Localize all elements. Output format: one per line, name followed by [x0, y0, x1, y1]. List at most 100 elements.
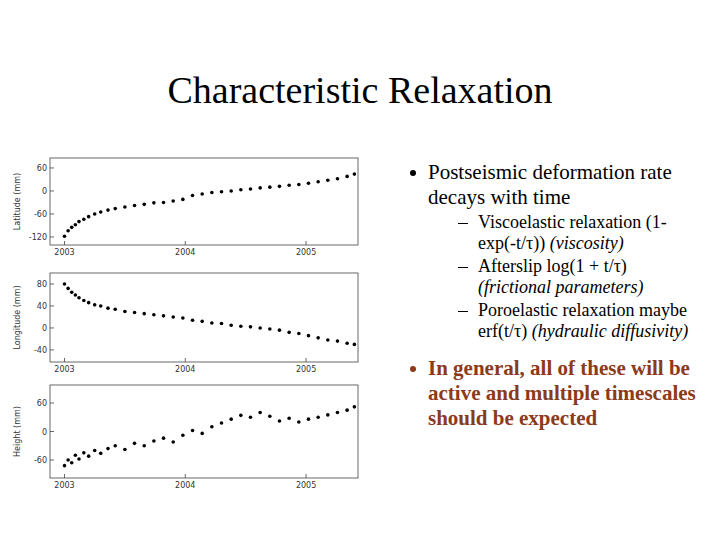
bullet: In general, all of these will be active … — [404, 356, 704, 431]
sub-bullet-dash — [458, 267, 468, 268]
point — [287, 416, 291, 420]
point — [229, 417, 233, 421]
point — [191, 318, 195, 322]
bullet-dot — [410, 170, 416, 176]
point — [171, 315, 175, 319]
charts: -120-60060200320042005Latitude (mm)-4004… — [0, 0, 720, 540]
point — [66, 287, 70, 291]
point — [249, 325, 253, 329]
point — [191, 429, 195, 433]
point — [142, 203, 146, 207]
point — [229, 189, 233, 193]
points — [63, 282, 356, 346]
point — [326, 413, 330, 417]
point — [307, 181, 311, 185]
x-tick-label: 2004 — [175, 365, 195, 374]
point — [297, 332, 301, 336]
point — [297, 420, 301, 424]
point — [353, 343, 357, 347]
point — [74, 223, 78, 227]
point — [200, 432, 204, 436]
point — [74, 453, 78, 457]
point — [82, 218, 86, 222]
x-tick-label: 2003 — [54, 248, 74, 257]
y-tick-label: 80 — [37, 280, 47, 289]
point — [316, 336, 320, 340]
point — [70, 461, 74, 465]
y-tick — [50, 431, 54, 432]
sub-bullet-text: Afterslip log(1 + t/τ) — [478, 256, 627, 276]
x-tick-label: 2004 — [175, 481, 195, 490]
point — [106, 447, 110, 451]
point — [99, 452, 103, 456]
point — [70, 290, 74, 294]
point — [162, 201, 166, 205]
point — [87, 454, 91, 458]
points — [63, 172, 356, 238]
y-tick — [50, 403, 54, 404]
point — [220, 322, 224, 326]
point — [326, 338, 330, 342]
y-tick — [50, 349, 54, 350]
point — [77, 296, 81, 300]
bullet-list: Postseismic deformation rate decays with… — [404, 160, 704, 439]
x-tick — [64, 241, 65, 245]
point — [171, 440, 175, 444]
point — [345, 342, 349, 346]
point — [93, 303, 97, 307]
point — [345, 175, 349, 179]
point — [336, 411, 340, 415]
point — [210, 425, 214, 429]
point — [162, 436, 166, 440]
point — [66, 229, 70, 233]
y-tick-label: 60 — [37, 164, 47, 173]
point — [210, 321, 214, 325]
y-tick — [50, 283, 54, 284]
point — [133, 311, 137, 315]
y-tick — [50, 167, 54, 168]
y-tick — [50, 236, 54, 237]
point — [287, 183, 291, 187]
x-tick-label: 2003 — [54, 481, 74, 490]
point — [77, 457, 81, 461]
point — [63, 282, 67, 286]
point — [229, 323, 233, 327]
x-tick-label: 2005 — [296, 481, 316, 490]
y-tick — [50, 190, 54, 191]
point — [99, 304, 103, 308]
point — [82, 299, 86, 303]
x-tick — [306, 474, 307, 478]
y-tick-label: 0 — [42, 324, 47, 333]
point — [353, 405, 357, 409]
point — [181, 316, 185, 320]
y-tick-label: 0 — [42, 187, 47, 196]
point — [93, 449, 97, 453]
y-tick-label: -60 — [34, 210, 47, 219]
point — [210, 191, 214, 195]
point — [63, 464, 67, 468]
y-axis-label: Longitude (mm) — [13, 285, 22, 349]
point — [106, 306, 110, 310]
y-tick-label: -40 — [34, 346, 47, 355]
point — [152, 439, 156, 443]
y-axis-label: Latitude (mm) — [13, 173, 22, 230]
x-tick — [306, 358, 307, 362]
point — [152, 201, 156, 205]
x-tick-label: 2005 — [296, 248, 316, 257]
y-tick — [50, 305, 54, 306]
point — [268, 415, 272, 419]
sub-bullet-note: (viscosity) — [550, 233, 624, 253]
point — [142, 444, 146, 448]
point — [77, 220, 81, 224]
point — [133, 204, 137, 208]
point — [123, 448, 127, 452]
point — [123, 310, 127, 314]
point — [278, 419, 282, 423]
point — [297, 183, 301, 187]
point — [191, 194, 195, 198]
y-tick-label: 60 — [37, 399, 47, 408]
sub-bullet-note: (frictional parameters) — [478, 277, 643, 297]
point — [307, 334, 311, 338]
point — [220, 190, 224, 194]
point — [87, 301, 91, 305]
